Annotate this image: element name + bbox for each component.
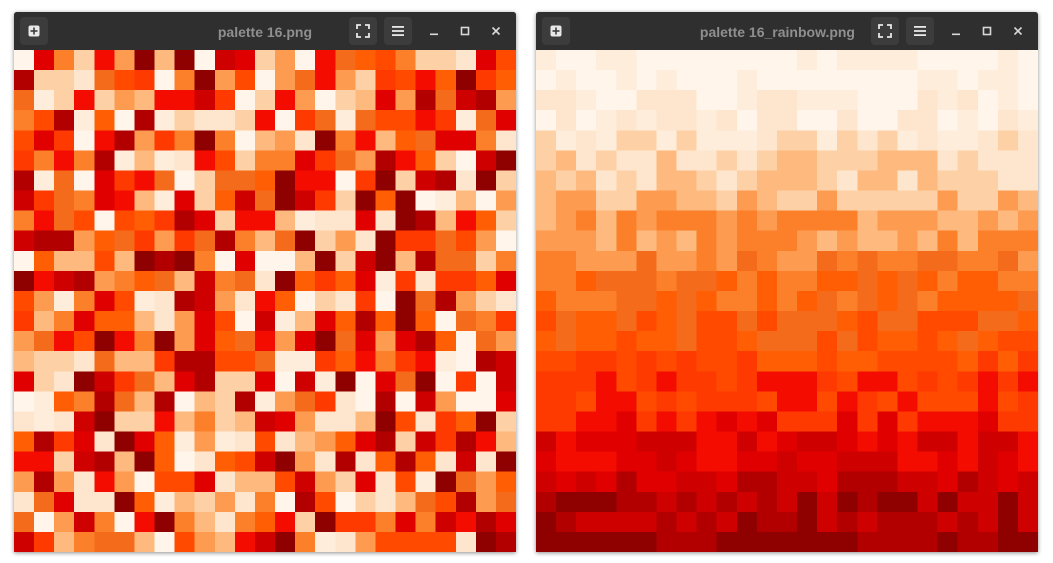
hamburger-menu-icon (914, 26, 926, 36)
fullscreen-fit-icon (356, 24, 370, 38)
titlebar: palette 16_rainbow.png (536, 12, 1038, 50)
maximize-icon (982, 26, 992, 36)
plus-square-icon (28, 25, 40, 37)
image-canvas (536, 50, 1038, 552)
hamburger-menu-icon (392, 26, 404, 36)
fullscreen-fit-icon (878, 24, 892, 38)
image-canvas (14, 50, 516, 552)
maximize-button[interactable] (976, 17, 998, 45)
minimize-icon (430, 33, 438, 36)
fit-to-window-button[interactable] (349, 17, 377, 45)
image-window-palette-16: palette 16.png (14, 12, 516, 552)
close-icon (1013, 26, 1023, 36)
maximize-button[interactable] (454, 17, 476, 45)
minimize-button[interactable] (423, 17, 445, 45)
maximize-icon (460, 26, 470, 36)
close-button[interactable] (1007, 17, 1029, 45)
plus-square-icon (550, 25, 562, 37)
new-window-button[interactable] (542, 17, 570, 45)
menu-button[interactable] (384, 17, 412, 45)
minimize-icon (952, 33, 960, 36)
new-window-button[interactable] (20, 17, 48, 45)
menu-button[interactable] (906, 17, 934, 45)
window-title: palette 16.png (217, 24, 312, 40)
minimize-button[interactable] (945, 17, 967, 45)
close-icon (491, 26, 501, 36)
close-button[interactable] (485, 17, 507, 45)
titlebar: palette 16.png (14, 12, 516, 50)
window-title: palette 16_rainbow.png (699, 24, 855, 40)
image-window-palette-16-rainbow: palette 16_rainbow.png (536, 12, 1038, 552)
fit-to-window-button[interactable] (871, 17, 899, 45)
